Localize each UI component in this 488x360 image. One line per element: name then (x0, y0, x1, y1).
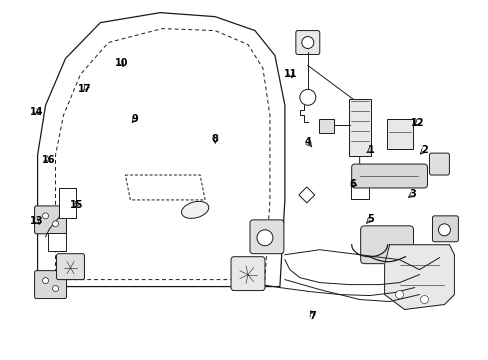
Text: 5: 5 (366, 215, 373, 224)
Polygon shape (38, 13, 285, 287)
FancyBboxPatch shape (230, 257, 264, 291)
Circle shape (301, 37, 313, 49)
FancyBboxPatch shape (348, 99, 370, 156)
Circle shape (438, 224, 449, 236)
Text: 4: 4 (304, 138, 311, 147)
Circle shape (420, 296, 427, 303)
Text: 17: 17 (78, 84, 92, 94)
Text: 10: 10 (115, 58, 128, 68)
FancyBboxPatch shape (428, 153, 448, 175)
Circle shape (52, 285, 59, 292)
Circle shape (395, 291, 403, 298)
Text: 11: 11 (284, 69, 297, 79)
FancyBboxPatch shape (350, 181, 368, 199)
FancyBboxPatch shape (351, 164, 427, 188)
FancyBboxPatch shape (431, 216, 457, 242)
Text: 14: 14 (29, 107, 43, 117)
Circle shape (42, 213, 48, 219)
Polygon shape (384, 245, 453, 310)
Circle shape (52, 221, 59, 227)
Text: 6: 6 (349, 179, 356, 189)
Circle shape (256, 230, 272, 246)
FancyBboxPatch shape (386, 119, 412, 149)
FancyBboxPatch shape (59, 188, 76, 218)
Text: 8: 8 (211, 134, 218, 144)
FancyBboxPatch shape (35, 206, 66, 234)
FancyBboxPatch shape (318, 119, 333, 133)
Polygon shape (298, 187, 314, 203)
Text: 1: 1 (367, 144, 374, 154)
FancyBboxPatch shape (57, 254, 84, 280)
FancyBboxPatch shape (47, 233, 65, 251)
Text: 7: 7 (309, 311, 316, 321)
FancyBboxPatch shape (35, 271, 66, 298)
Text: 9: 9 (131, 114, 138, 124)
FancyBboxPatch shape (360, 226, 413, 264)
Circle shape (42, 278, 48, 284)
Text: 12: 12 (410, 118, 424, 128)
Text: 3: 3 (408, 189, 415, 199)
Text: 13: 13 (29, 216, 43, 226)
FancyBboxPatch shape (295, 31, 319, 54)
Text: 2: 2 (421, 144, 427, 154)
Circle shape (299, 89, 315, 105)
FancyBboxPatch shape (249, 220, 284, 254)
Text: 16: 16 (41, 155, 55, 165)
Text: 15: 15 (69, 200, 83, 210)
Ellipse shape (181, 201, 208, 219)
